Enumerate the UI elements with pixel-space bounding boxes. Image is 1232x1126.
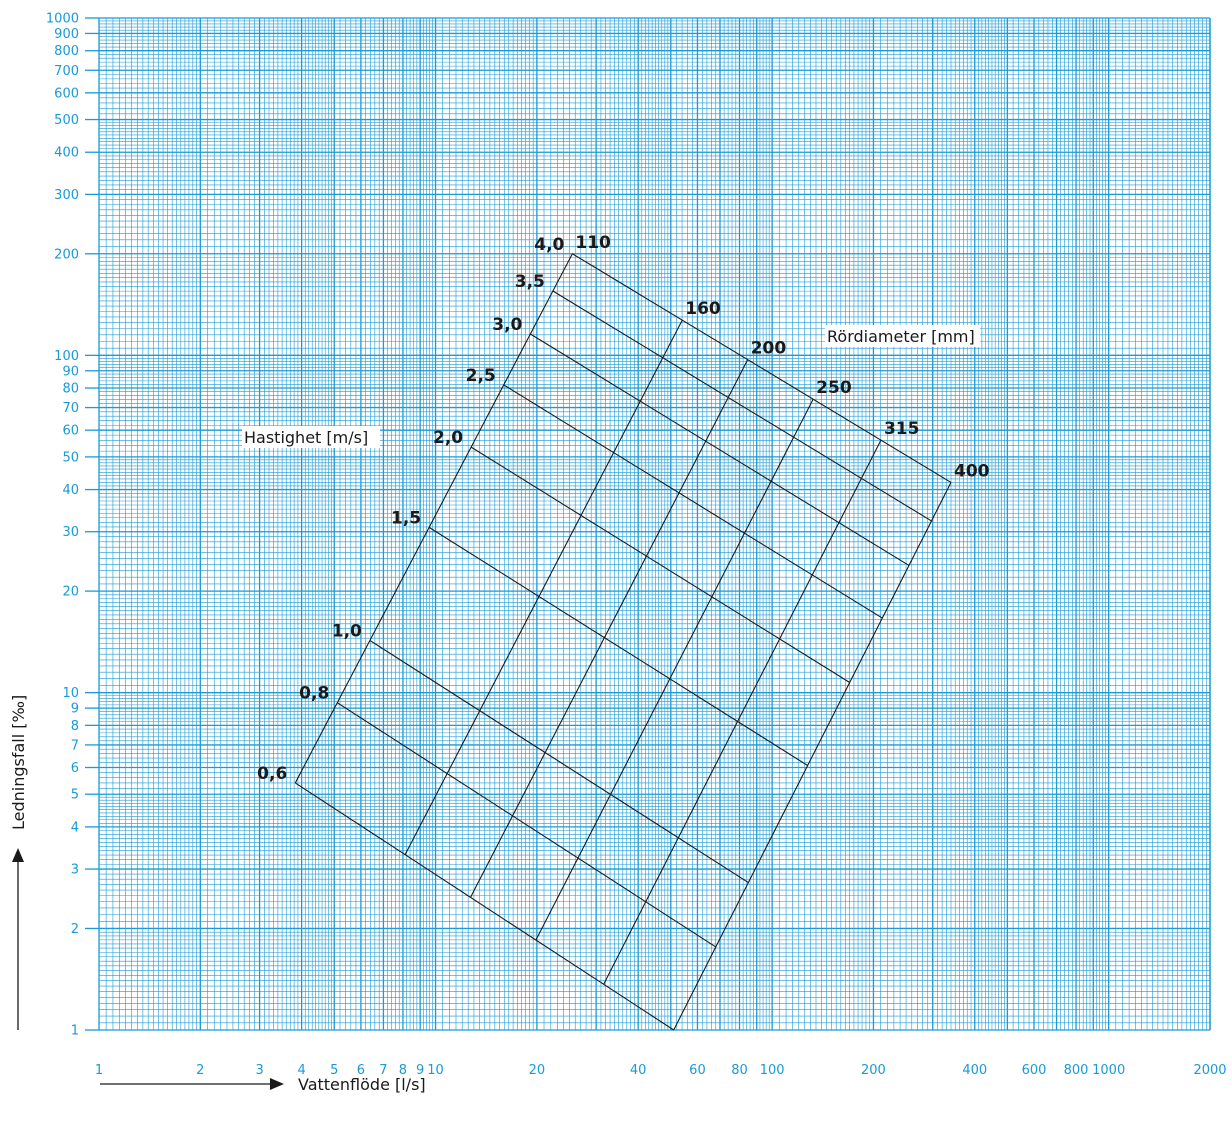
y-tick-label-13: 50	[62, 450, 79, 465]
velocity-label-3-5: 3,5	[515, 272, 545, 292]
x-tick-label-13: 80	[731, 1063, 748, 1078]
velocity-label-4-0: 4,0	[534, 235, 564, 255]
y-tick-label-25: 800	[54, 44, 79, 59]
velocity-label-0-6: 0,6	[257, 764, 287, 784]
diameter-line-250	[535, 398, 814, 941]
velocity-line-2-5	[503, 384, 883, 619]
x-tick-labels: 1 2 3 4 5 6 7 8 9 10 20 40 60 80 100 200 400 600 800 1000 20…	[95, 1063, 1227, 1078]
y-axis-arrow-head	[12, 848, 24, 862]
y-tick-label-8: 9	[71, 702, 79, 717]
y-tick-label-3: 4	[71, 820, 79, 835]
y-tick-label-21: 400	[54, 146, 79, 161]
x-tick-label-10: 20	[529, 1063, 546, 1078]
diameter-label-110: 110	[575, 233, 611, 253]
velocity-line-2-0	[470, 446, 850, 683]
diameter-line-200	[470, 359, 749, 898]
velocity-label-2-0: 2,0	[433, 428, 463, 448]
velocity-line-0-8	[337, 702, 717, 948]
x-tick-label-8: 9	[416, 1063, 424, 1078]
x-tick-label-3: 4	[297, 1063, 305, 1078]
x-tick-label-4: 5	[330, 1063, 338, 1078]
x-tick-label-15: 200	[861, 1063, 886, 1078]
x-tick-label-17: 600	[1022, 1063, 1047, 1078]
y-tick-label-0: 1	[71, 1024, 79, 1039]
y-axis-title: Ledningsfall [‰]	[9, 695, 28, 830]
velocity-label-1-5: 1,5	[391, 508, 421, 528]
nomogram-labels: 0,6 0,8 1,0 1,5 2,0 2,5 3,0 3,5 4,0 110 160 200 250 3…	[257, 233, 989, 784]
y-tick-label-7: 8	[71, 719, 79, 734]
x-tick-label-12: 60	[689, 1063, 706, 1078]
y-tick-label-19: 200	[54, 247, 79, 262]
velocity-label-0-8: 0,8	[299, 684, 329, 704]
x-tick-label-19: 1000	[1092, 1063, 1125, 1078]
y-tick-label-1: 2	[71, 922, 79, 937]
y-tick-label-18: 100	[54, 349, 79, 364]
velocity-line-1-5	[428, 526, 808, 766]
velocity-label-1-0: 1,0	[332, 621, 362, 641]
x-tick-label-14: 100	[760, 1063, 785, 1078]
x-tick-label-5: 6	[357, 1063, 365, 1078]
y-tick-label-14: 60	[62, 424, 79, 439]
velocity-line-0-6	[294, 782, 675, 1031]
velocity-label-2-5: 2,5	[466, 366, 496, 386]
diameter-title-bg	[825, 325, 980, 347]
x-tick-label-1: 2	[196, 1063, 204, 1078]
x-tick-label-0: 1	[95, 1063, 103, 1078]
velocity-line-1-0	[369, 639, 749, 884]
diameter-label-250: 250	[816, 378, 852, 398]
velocity-line-3-5	[552, 290, 932, 522]
velocity-line-4-0	[572, 253, 952, 483]
y-tick-label-17: 90	[62, 364, 79, 379]
x-axis-title: Vattenflöde [l/s]	[298, 1075, 426, 1094]
x-tick-label-11: 40	[630, 1063, 647, 1078]
diameter-line-400	[673, 482, 952, 1031]
velocity-label-3-0: 3,0	[492, 315, 522, 335]
y-tick-label-24: 700	[54, 64, 79, 79]
diameter-title: Rördiameter [mm]	[827, 327, 975, 346]
diameter-line-160	[404, 319, 683, 855]
y-tick-label-10: 20	[62, 585, 79, 600]
diameter-line-315	[603, 439, 882, 985]
x-tick-label-2: 3	[255, 1063, 263, 1078]
x-tick-label-20: 2000	[1193, 1063, 1226, 1078]
diameter-line-110	[294, 253, 573, 784]
y-tick-label-27: 1000	[46, 12, 79, 27]
velocity-title-bg	[242, 426, 380, 448]
y-tick-label-15: 70	[62, 401, 79, 416]
y-tick-label-5: 6	[71, 761, 79, 776]
diameter-label-400: 400	[954, 461, 990, 481]
y-tick-label-22: 500	[54, 113, 79, 128]
y-tick-label-23: 600	[54, 86, 79, 101]
x-tick-label-6: 7	[379, 1063, 387, 1078]
diameter-label-315: 315	[884, 419, 920, 439]
nomogram-lines	[294, 253, 952, 1031]
y-tick-label-9: 10	[62, 686, 79, 701]
y-tick-label-16: 80	[62, 382, 79, 397]
x-tick-label-7: 8	[399, 1063, 407, 1078]
diameter-label-200: 200	[751, 339, 787, 359]
y-tick-label-11: 30	[62, 525, 79, 540]
diameter-label-160: 160	[685, 299, 721, 319]
y-tick-label-20: 300	[54, 188, 79, 203]
grid-lines	[85, 17, 1211, 1031]
x-tick-label-18: 800	[1064, 1063, 1089, 1078]
y-tick-label-6: 7	[71, 738, 79, 753]
x-axis-arrow-head	[270, 1078, 284, 1090]
y-tick-label-12: 40	[62, 483, 79, 498]
velocity-line-3-0	[530, 333, 910, 566]
x-tick-label-16: 400	[962, 1063, 987, 1078]
y-tick-label-2: 3	[71, 863, 79, 878]
y-tick-label-26: 900	[54, 27, 79, 42]
y-tick-label-4: 5	[71, 788, 79, 803]
velocity-title: Hastighet [m/s]	[244, 428, 368, 447]
x-tick-label-9: 10	[427, 1063, 444, 1078]
